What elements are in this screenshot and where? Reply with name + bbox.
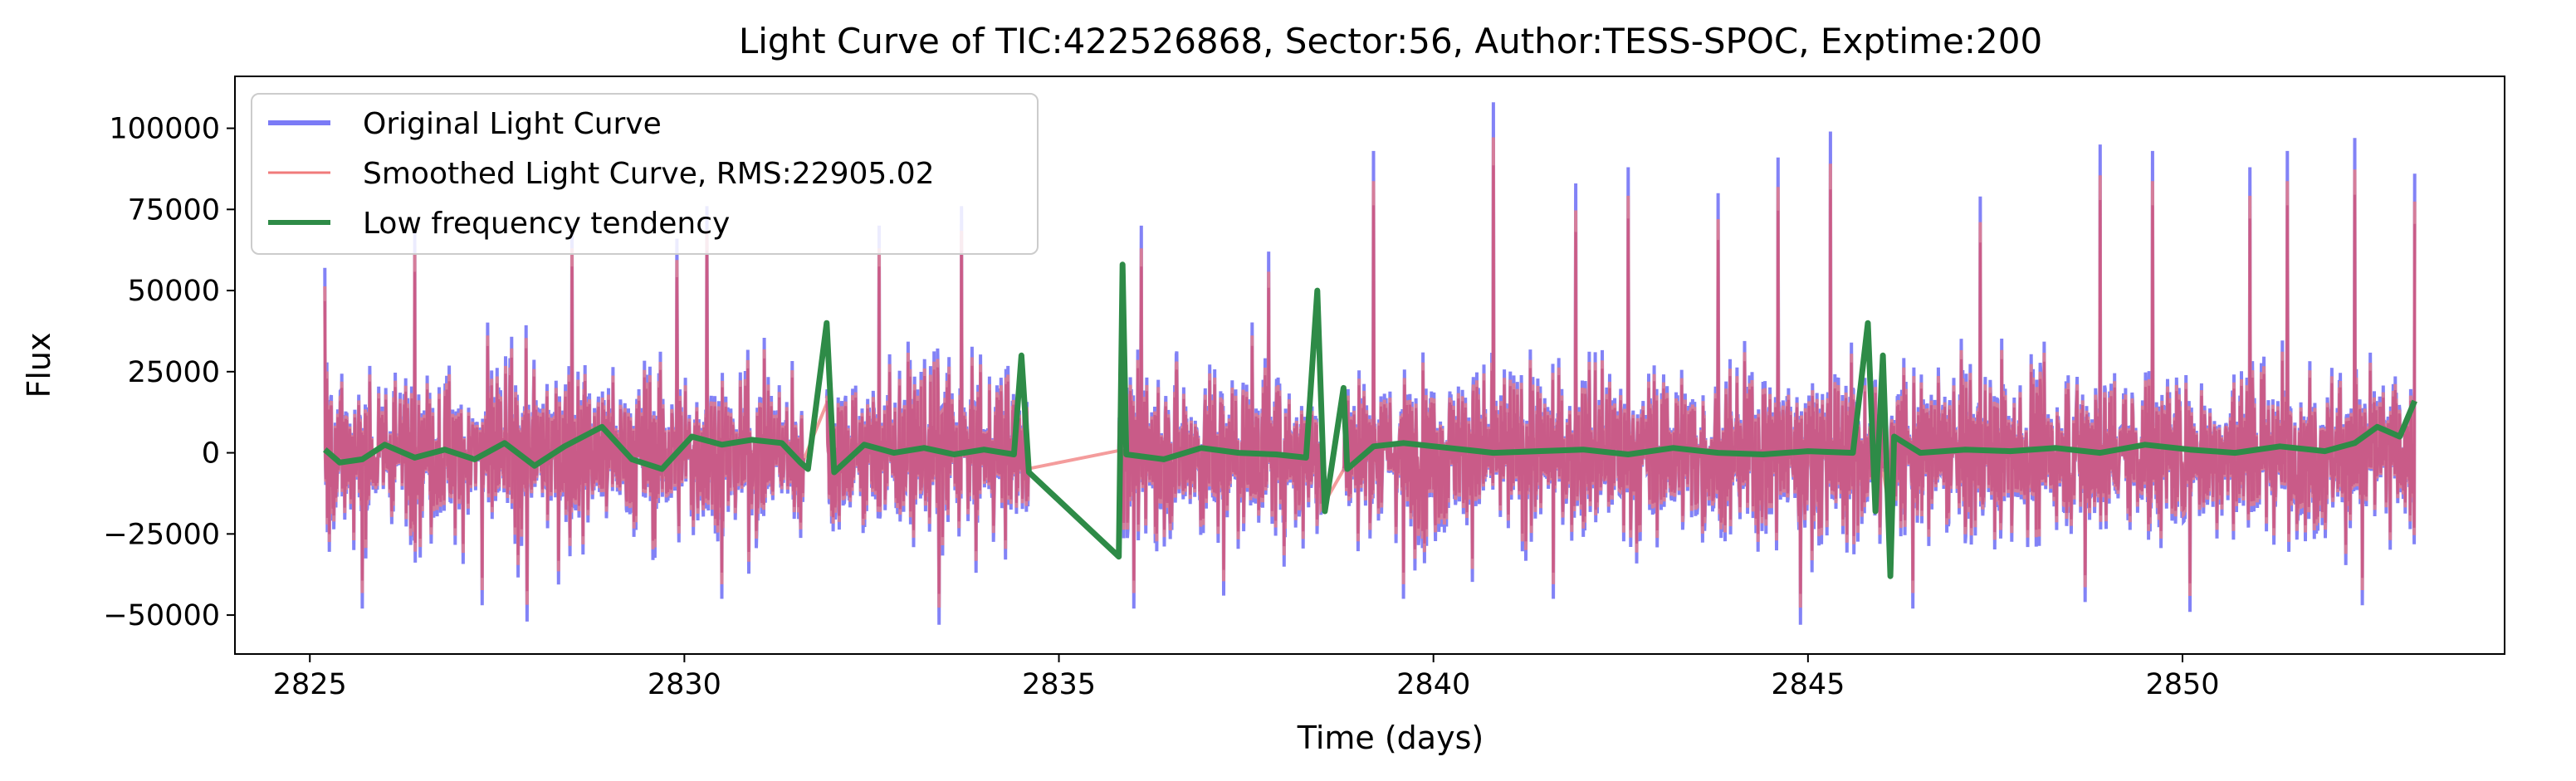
y-tick-label: −50000 (103, 599, 220, 632)
y-tick-label: 50000 (128, 275, 220, 308)
chart-title: Light Curve of TIC:422526868, Sector:56,… (739, 21, 2042, 61)
blend-overlay (825, 250, 1030, 594)
legend-label-trend: Low frequency tendency (363, 207, 730, 241)
trend-curve (323, 261, 2417, 579)
legend-label-original: Original Light Curve (363, 107, 662, 141)
y-tick-label: 25000 (128, 356, 220, 389)
x-tick-label: 2850 (2145, 668, 2219, 701)
series-layer (323, 102, 2417, 625)
y-tick-label: 75000 (128, 193, 220, 227)
blend-overlay (1342, 165, 1884, 594)
x-tick-label: 2825 (273, 668, 347, 701)
legend-label-smoothed: Smoothed Light Curve, RMS:22905.02 (363, 157, 935, 191)
x-axis-label: Time (days) (1297, 720, 1484, 756)
y-tick-label: 0 (202, 437, 220, 471)
y-tick-label: 100000 (109, 113, 220, 146)
x-tick-label: 2840 (1396, 668, 1470, 701)
x-tick-label: 2835 (1022, 668, 1096, 701)
plot-frame (234, 76, 2505, 655)
blend-overlay (1889, 194, 2417, 583)
legend-box (251, 93, 1039, 255)
y-tick-label: −25000 (103, 518, 220, 551)
y-axis: −50000 −25000 0 25000 50000 75000 100000 (103, 113, 235, 632)
x-tick-label: 2830 (648, 668, 721, 701)
x-axis: 2825 2830 2835 2840 2845 2850 (273, 654, 2220, 701)
plot-area (234, 76, 2505, 655)
original-curve-segment (1889, 138, 2417, 613)
blend-overlay (323, 250, 806, 592)
y-axis-label: Flux (21, 333, 57, 398)
legend: Original Light Curve Smoothed Light Curv… (251, 93, 1039, 255)
x-tick-label: 2845 (1771, 668, 1845, 701)
